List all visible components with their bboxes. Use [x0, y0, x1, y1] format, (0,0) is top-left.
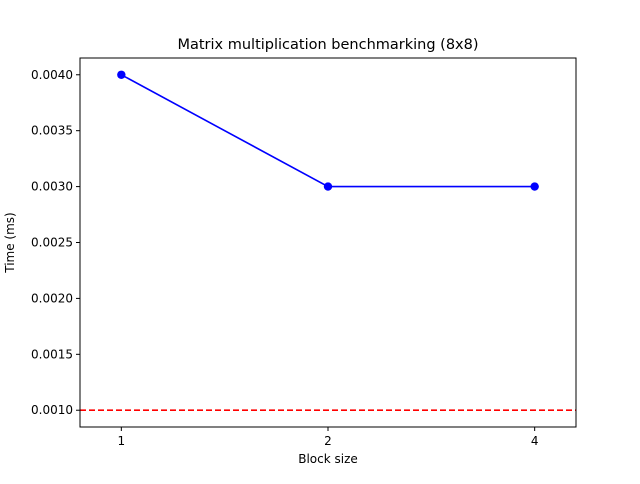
y-tick-label: 0.0020 — [31, 291, 73, 305]
y-tick-label: 0.0030 — [31, 180, 73, 194]
x-axis-label: Block size — [298, 452, 358, 466]
y-tick-label: 0.0035 — [31, 124, 73, 138]
axis-layer: 1 2 4 0.0010 0.0015 0.0020 0.0025 0.0030 0.0035 0… — [31, 68, 538, 448]
x-tick-label: 2 — [324, 434, 332, 448]
chart-title: Matrix multiplication benchmarking (8x8) — [177, 37, 478, 53]
y-tick-label: 0.0040 — [31, 68, 73, 82]
y-axis-label: Time (ms) — [3, 212, 17, 274]
data-point — [530, 182, 539, 191]
data-point — [117, 70, 126, 79]
x-tick-label: 1 — [118, 434, 126, 448]
y-tick-label: 0.0025 — [31, 236, 73, 250]
plot-layer — [80, 70, 576, 412]
x-tick-label: 4 — [531, 434, 539, 448]
y-tick-label: 0.0010 — [31, 403, 73, 417]
y-tick-label: 0.0015 — [31, 347, 73, 361]
data-point — [323, 182, 333, 191]
